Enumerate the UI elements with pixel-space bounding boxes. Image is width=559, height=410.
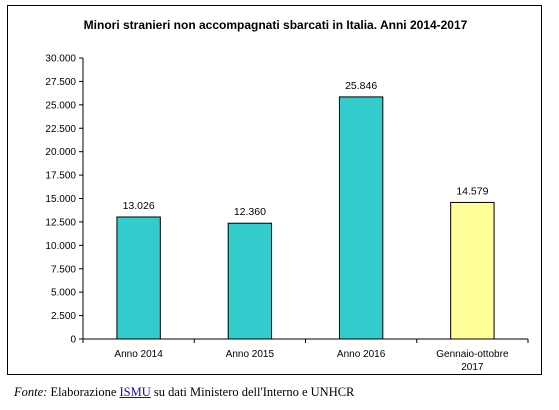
bar — [227, 222, 273, 340]
y-tick-label: 15.000 — [45, 194, 76, 205]
data-label: 13.026 — [123, 200, 155, 212]
y-tick-label: 22.500 — [45, 124, 76, 135]
bar — [338, 96, 384, 340]
bar — [116, 216, 161, 340]
source-text-after: su dati Ministero dell'Interno e UNHCR — [150, 385, 355, 399]
y-tick-label: 30.000 — [45, 54, 76, 65]
x-tick-label: Anno 2015 — [226, 349, 275, 360]
y-tick-label: 17.500 — [45, 171, 76, 182]
y-tick-label: 10.000 — [45, 241, 76, 252]
chart-title: Minori stranieri non accompagnati sbarca… — [83, 18, 468, 32]
y-tick-label: 5.000 — [51, 288, 76, 299]
y-tick-label: 2.500 — [51, 311, 76, 322]
x-tick-label: Anno 2016 — [337, 349, 386, 360]
data-label: 12.360 — [234, 206, 266, 218]
bar — [450, 201, 495, 340]
y-tick-label: 20.000 — [45, 147, 76, 158]
x-tick-label: Anno 2014 — [114, 349, 163, 360]
bar-chart: 0 2.500 5.000 7.500 10.000 12.500 15.000 17.500… — [45, 54, 529, 373]
ismu-link[interactable]: ISMU — [119, 385, 151, 399]
y-tick-label: 12.500 — [45, 217, 76, 228]
data-label: 14.579 — [456, 185, 488, 197]
x-tick-label: Gennaio-ottobre 2017 — [436, 349, 509, 373]
y-tick-label: 27.500 — [45, 77, 76, 88]
y-tick-label: 0 — [70, 335, 76, 346]
source-note: Fonte: Elaborazione ISMU su dati Ministe… — [14, 385, 354, 400]
source-prefix: Fonte: — [14, 385, 48, 399]
y-tick-label: 25.000 — [45, 100, 76, 111]
source-text-before: Elaborazione — [47, 385, 120, 399]
y-tick-label: 7.500 — [51, 264, 76, 275]
chart-frame: Minori stranieri non accompagnati sbarca… — [7, 5, 542, 375]
data-label: 25.846 — [345, 80, 377, 92]
